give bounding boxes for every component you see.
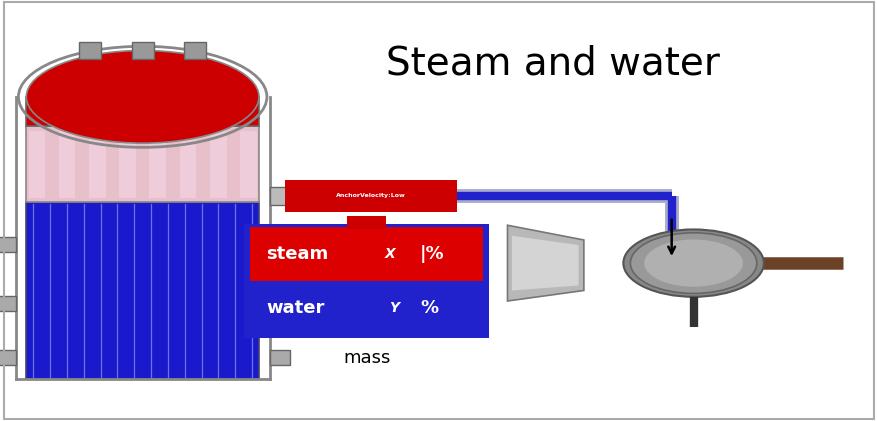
Bar (250, 281, 482, 335)
Circle shape (644, 240, 742, 287)
Bar (210, 131, 226, 198)
Polygon shape (511, 236, 578, 290)
Polygon shape (507, 225, 583, 301)
Text: mass: mass (343, 349, 389, 367)
Bar (79, 42, 101, 59)
Text: %: % (419, 299, 438, 317)
Text: AnchorVelocity:Low: AnchorVelocity:Low (336, 193, 405, 198)
Bar (26, 202, 259, 379)
Bar (119, 131, 136, 198)
Bar (0, 296, 16, 311)
Text: water: water (266, 299, 324, 317)
Bar (269, 237, 289, 252)
Bar (0, 350, 16, 365)
Bar (149, 131, 166, 198)
Bar (244, 224, 488, 338)
Ellipse shape (26, 51, 259, 143)
Bar (0, 237, 16, 252)
Bar (269, 187, 294, 205)
Bar (184, 42, 206, 59)
Bar (29, 131, 45, 198)
Bar (26, 97, 259, 126)
Bar (180, 131, 196, 198)
Bar (89, 131, 105, 198)
Bar (269, 350, 289, 365)
Text: |%: |% (419, 245, 444, 263)
Bar (346, 216, 385, 229)
Circle shape (630, 233, 756, 293)
Bar (59, 131, 75, 198)
Bar (285, 180, 456, 211)
Bar (132, 42, 153, 59)
Text: steam: steam (266, 245, 328, 263)
Bar (269, 296, 289, 311)
Bar (26, 126, 259, 202)
Bar (240, 131, 256, 198)
Text: Steam and water: Steam and water (386, 44, 719, 82)
Circle shape (623, 229, 763, 297)
Bar (9, 97, 276, 383)
Text: X: X (384, 247, 395, 261)
Bar (250, 227, 482, 281)
Text: Y: Y (389, 301, 399, 315)
